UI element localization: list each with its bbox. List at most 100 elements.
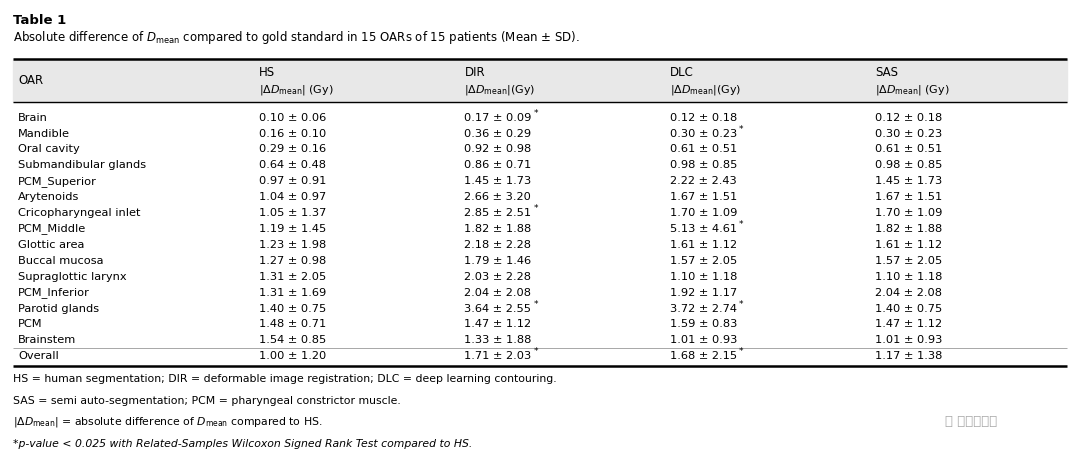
Text: *: * <box>534 109 538 118</box>
Text: *: * <box>739 220 743 229</box>
Text: 0.16 ± 0.10: 0.16 ± 0.10 <box>259 129 326 139</box>
Text: *p-value < 0.025 with Related-Samples Wilcoxon Signed Rank Test compared to HS.: *p-value < 0.025 with Related-Samples Wi… <box>13 439 472 449</box>
Text: 1.10 ± 1.18: 1.10 ± 1.18 <box>670 272 737 282</box>
Text: Mandible: Mandible <box>18 129 70 139</box>
Text: 1.47 ± 1.12: 1.47 ± 1.12 <box>875 319 942 330</box>
Text: 0.30 ± 0.23: 0.30 ± 0.23 <box>875 129 942 139</box>
Text: 0.10 ± 0.06: 0.10 ± 0.06 <box>259 112 326 123</box>
Text: 1.48 ± 0.71: 1.48 ± 0.71 <box>259 319 326 330</box>
Text: 1.04 ± 0.97: 1.04 ± 0.97 <box>259 192 326 202</box>
Text: 1.70 ± 1.09: 1.70 ± 1.09 <box>670 208 737 218</box>
Text: *: * <box>739 348 743 356</box>
Text: 1.40 ± 0.75: 1.40 ± 0.75 <box>259 303 326 313</box>
Text: 1.67 ± 1.51: 1.67 ± 1.51 <box>875 192 942 202</box>
Text: 1.61 ± 1.12: 1.61 ± 1.12 <box>670 240 737 250</box>
Text: 0.92 ± 0.98: 0.92 ± 0.98 <box>464 144 531 154</box>
Text: Arytenoids: Arytenoids <box>18 192 80 202</box>
Text: 2.22 ± 2.43: 2.22 ± 2.43 <box>670 176 737 186</box>
Text: 0.61 ± 0.51: 0.61 ± 0.51 <box>875 144 942 154</box>
Text: 1.19 ± 1.45: 1.19 ± 1.45 <box>259 224 326 234</box>
Text: 1.17 ± 1.38: 1.17 ± 1.38 <box>875 351 942 361</box>
Text: PCM_Inferior: PCM_Inferior <box>18 287 91 298</box>
Text: PCM_Middle: PCM_Middle <box>18 224 86 235</box>
Text: 1.57 ± 2.05: 1.57 ± 2.05 <box>670 256 737 266</box>
Text: 2.66 ± 3.20: 2.66 ± 3.20 <box>464 192 531 202</box>
Text: Buccal mucosa: Buccal mucosa <box>18 256 104 266</box>
Text: SAS: SAS <box>875 65 897 78</box>
Text: 1.47 ± 1.12: 1.47 ± 1.12 <box>464 319 531 330</box>
Text: 🐾 物理师家园: 🐾 物理师家园 <box>945 415 997 428</box>
Text: 0.86 ± 0.71: 0.86 ± 0.71 <box>464 160 531 171</box>
Text: DIR: DIR <box>464 65 485 78</box>
Text: Brain: Brain <box>18 112 49 123</box>
Text: 0.98 ± 0.85: 0.98 ± 0.85 <box>875 160 942 171</box>
Text: 1.67 ± 1.51: 1.67 ± 1.51 <box>670 192 737 202</box>
Text: 0.36 ± 0.29: 0.36 ± 0.29 <box>464 129 531 139</box>
Text: 1.33 ± 1.88: 1.33 ± 1.88 <box>464 335 531 345</box>
Text: 5.13 ± 4.61: 5.13 ± 4.61 <box>670 224 737 234</box>
Text: 1.27 ± 0.98: 1.27 ± 0.98 <box>259 256 326 266</box>
Text: SAS = semi auto-segmentation; PCM = pharyngeal constrictor muscle.: SAS = semi auto-segmentation; PCM = phar… <box>13 396 401 406</box>
Text: 3.72 ± 2.74: 3.72 ± 2.74 <box>670 303 737 313</box>
Text: 1.68 ± 2.15: 1.68 ± 2.15 <box>670 351 737 361</box>
Text: 1.10 ± 1.18: 1.10 ± 1.18 <box>875 272 942 282</box>
Text: $|\Delta D_{\mathrm{mean}}|$ (Gy): $|\Delta D_{\mathrm{mean}}|$ (Gy) <box>259 83 334 97</box>
Text: 1.01 ± 0.93: 1.01 ± 0.93 <box>875 335 942 345</box>
Text: 1.05 ± 1.37: 1.05 ± 1.37 <box>259 208 326 218</box>
Text: $|\Delta D_{\mathrm{mean}}|$(Gy): $|\Delta D_{\mathrm{mean}}|$(Gy) <box>464 83 536 97</box>
Text: *: * <box>739 125 743 134</box>
Text: 1.01 ± 0.93: 1.01 ± 0.93 <box>670 335 737 345</box>
Text: DLC: DLC <box>670 65 693 78</box>
Text: 2.85 ± 2.51: 2.85 ± 2.51 <box>464 208 531 218</box>
Text: Glottic area: Glottic area <box>18 240 84 250</box>
Text: $|\Delta D_{\mathrm{mean}}|$ = absolute difference of $D_{\mathrm{mean}}$ compar: $|\Delta D_{\mathrm{mean}}|$ = absolute … <box>13 415 322 429</box>
Text: 0.64 ± 0.48: 0.64 ± 0.48 <box>259 160 326 171</box>
Text: 0.98 ± 0.85: 0.98 ± 0.85 <box>670 160 737 171</box>
Text: 1.45 ± 1.73: 1.45 ± 1.73 <box>875 176 942 186</box>
Text: 1.61 ± 1.12: 1.61 ± 1.12 <box>875 240 942 250</box>
Text: 1.59 ± 0.83: 1.59 ± 0.83 <box>670 319 737 330</box>
Text: 2.04 ± 2.08: 2.04 ± 2.08 <box>464 288 531 298</box>
Text: 1.54 ± 0.85: 1.54 ± 0.85 <box>259 335 326 345</box>
Text: 0.12 ± 0.18: 0.12 ± 0.18 <box>670 112 737 123</box>
Text: *: * <box>739 300 743 309</box>
Text: 3.64 ± 2.55: 3.64 ± 2.55 <box>464 303 531 313</box>
Text: Oral cavity: Oral cavity <box>18 144 80 154</box>
Text: 1.31 ± 1.69: 1.31 ± 1.69 <box>259 288 326 298</box>
Text: *: * <box>534 348 538 356</box>
Text: 0.29 ± 0.16: 0.29 ± 0.16 <box>259 144 326 154</box>
Text: 1.23 ± 1.98: 1.23 ± 1.98 <box>259 240 326 250</box>
Text: 1.82 ± 1.88: 1.82 ± 1.88 <box>875 224 942 234</box>
Text: $|\Delta D_{\mathrm{mean}}|$ (Gy): $|\Delta D_{\mathrm{mean}}|$ (Gy) <box>875 83 949 97</box>
Text: HS: HS <box>259 65 275 78</box>
Text: 1.70 ± 1.09: 1.70 ± 1.09 <box>875 208 942 218</box>
Text: Table 1: Table 1 <box>13 14 66 27</box>
Text: Absolute difference of $D_{\mathrm{mean}}$ compared to gold standard in 15 OARs : Absolute difference of $D_{\mathrm{mean}… <box>13 30 580 46</box>
Text: 2.18 ± 2.28: 2.18 ± 2.28 <box>464 240 531 250</box>
Text: Cricopharyngeal inlet: Cricopharyngeal inlet <box>18 208 140 218</box>
Text: Parotid glands: Parotid glands <box>18 303 99 313</box>
Text: 1.82 ± 1.88: 1.82 ± 1.88 <box>464 224 531 234</box>
Bar <box>13 59 1067 102</box>
Text: 0.97 ± 0.91: 0.97 ± 0.91 <box>259 176 326 186</box>
Text: 0.17 ± 0.09: 0.17 ± 0.09 <box>464 112 531 123</box>
Text: $|\Delta D_{\mathrm{mean}}|$(Gy): $|\Delta D_{\mathrm{mean}}|$(Gy) <box>670 83 741 97</box>
Text: 0.30 ± 0.23: 0.30 ± 0.23 <box>670 129 737 139</box>
Text: Brainstem: Brainstem <box>18 335 77 345</box>
Text: 1.45 ± 1.73: 1.45 ± 1.73 <box>464 176 531 186</box>
Text: 1.79 ± 1.46: 1.79 ± 1.46 <box>464 256 531 266</box>
Text: Supraglottic larynx: Supraglottic larynx <box>18 272 127 282</box>
Text: *: * <box>534 300 538 309</box>
Text: 2.04 ± 2.08: 2.04 ± 2.08 <box>875 288 942 298</box>
Text: HS = human segmentation; DIR = deformable image registration; DLC = deep learnin: HS = human segmentation; DIR = deformabl… <box>13 374 556 384</box>
Text: 1.92 ± 1.17: 1.92 ± 1.17 <box>670 288 737 298</box>
Text: 1.57 ± 2.05: 1.57 ± 2.05 <box>875 256 942 266</box>
Text: 0.12 ± 0.18: 0.12 ± 0.18 <box>875 112 942 123</box>
Text: 1.40 ± 0.75: 1.40 ± 0.75 <box>875 303 942 313</box>
Text: 2.03 ± 2.28: 2.03 ± 2.28 <box>464 272 531 282</box>
Text: Submandibular glands: Submandibular glands <box>18 160 147 171</box>
Text: 1.71 ± 2.03: 1.71 ± 2.03 <box>464 351 531 361</box>
Text: 1.31 ± 2.05: 1.31 ± 2.05 <box>259 272 326 282</box>
Text: PCM_Superior: PCM_Superior <box>18 176 97 187</box>
Text: Overall: Overall <box>18 351 59 361</box>
